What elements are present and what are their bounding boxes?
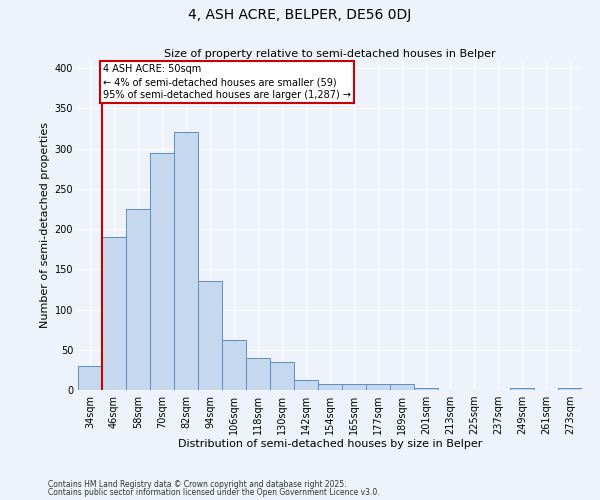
Bar <box>126 209 150 390</box>
Bar <box>174 132 198 390</box>
Bar <box>294 380 318 390</box>
Text: 4, ASH ACRE, BELPER, DE56 0DJ: 4, ASH ACRE, BELPER, DE56 0DJ <box>188 8 412 22</box>
Bar <box>78 366 102 390</box>
Bar <box>198 282 222 390</box>
Bar <box>150 152 174 390</box>
X-axis label: Distribution of semi-detached houses by size in Belper: Distribution of semi-detached houses by … <box>178 438 482 448</box>
Bar <box>222 340 246 390</box>
Bar <box>342 384 366 390</box>
Title: Size of property relative to semi-detached houses in Belper: Size of property relative to semi-detach… <box>164 49 496 59</box>
Text: 4 ASH ACRE: 50sqm
← 4% of semi-detached houses are smaller (59)
95% of semi-deta: 4 ASH ACRE: 50sqm ← 4% of semi-detached … <box>103 64 351 100</box>
Bar <box>558 388 582 390</box>
Bar <box>246 358 270 390</box>
Text: Contains public sector information licensed under the Open Government Licence v3: Contains public sector information licen… <box>48 488 380 497</box>
Bar <box>414 388 438 390</box>
Bar <box>366 384 390 390</box>
Bar <box>390 384 414 390</box>
Bar <box>102 237 126 390</box>
Bar <box>510 388 534 390</box>
Bar <box>270 362 294 390</box>
Text: Contains HM Land Registry data © Crown copyright and database right 2025.: Contains HM Land Registry data © Crown c… <box>48 480 347 489</box>
Y-axis label: Number of semi-detached properties: Number of semi-detached properties <box>40 122 50 328</box>
Bar <box>318 384 342 390</box>
